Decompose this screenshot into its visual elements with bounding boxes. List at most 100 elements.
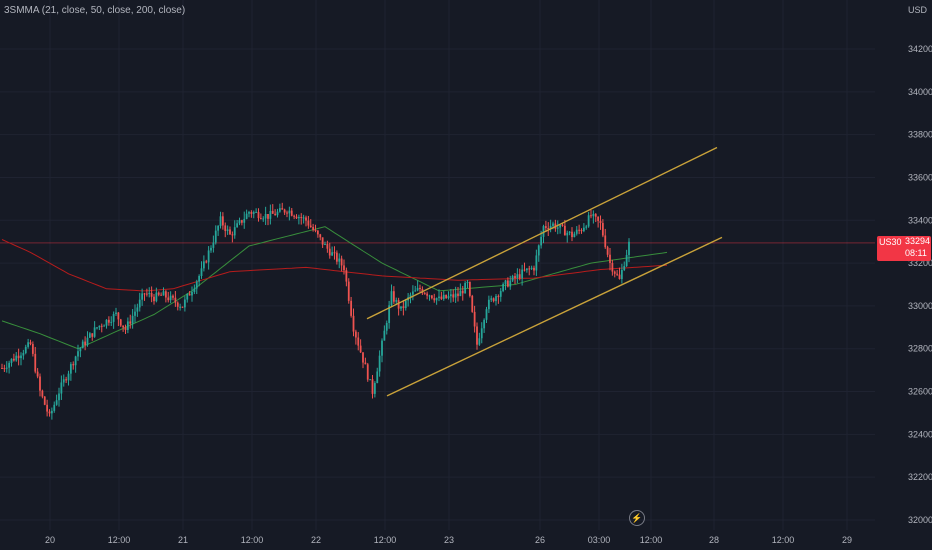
candle-body [110,321,113,323]
candle-body [440,296,443,299]
candle-body [262,218,265,220]
lightning-icon[interactable]: ⚡ [629,510,645,526]
candle-body [307,220,310,226]
candle-body [160,294,163,296]
candle-body [492,298,495,302]
candle-body [340,258,343,266]
candle-body [620,270,623,279]
candle-body [5,367,8,369]
candle-body [580,230,583,232]
candle-body [255,211,258,213]
candle-body [126,321,129,330]
candle-body [65,379,68,381]
candle-body [134,311,136,316]
candle-body [169,295,172,301]
candle-body [499,291,502,297]
candle-body [269,210,272,219]
candle-body [345,270,348,282]
candle-body [117,312,120,320]
candle-body [371,379,374,394]
candle-body [138,299,141,308]
candle-body [575,229,578,234]
candle-body [497,296,500,298]
candle-body [267,213,269,219]
candle-body [15,355,18,361]
candle-body [39,376,41,391]
candle-body [10,358,13,363]
candle-body [381,340,383,356]
candle-body [430,295,433,299]
currency-label: USD [908,5,928,15]
channel-lower-line [386,236,723,397]
y-tick-label: 33400 [908,215,932,225]
candle-body [278,208,281,212]
candle-body [409,294,412,298]
candle-body [157,292,160,295]
y-tick-label: 34200 [908,44,932,54]
candle-body [352,315,355,332]
candle-body [141,293,144,300]
y-tick-label: 32600 [908,387,932,397]
candle-body [335,252,338,262]
candle-body [179,306,182,308]
candle-body [376,371,379,384]
candle-body [473,311,476,327]
x-tick-label: 21 [178,535,188,545]
candle-body [563,225,566,236]
candle-body [250,212,253,214]
candle-body [300,217,303,219]
candle-body [599,220,602,224]
candle-body [153,296,155,302]
candle-body [478,338,481,345]
candle-body [295,216,298,219]
candle-body [504,280,507,284]
candle-body [324,244,326,246]
candle-body [438,296,440,299]
candle-body [274,213,277,216]
candle-body [338,258,341,262]
x-tick-label: 12:00 [640,535,663,545]
candle-body [309,225,312,228]
candle-body [533,267,535,271]
candle-body [36,371,39,377]
candle-body [107,319,110,323]
candle-body [328,248,331,256]
candle-body [162,291,165,296]
x-tick-label: 23 [444,535,454,545]
candle-body [364,362,367,365]
candle-body [357,337,360,346]
candle-body [369,379,372,381]
candle-body [172,295,174,298]
y-tick-label: 32000 [908,515,932,525]
candle-body [53,404,56,411]
candle-body [483,319,486,329]
candle-body [468,282,471,296]
candle-body [514,276,516,278]
candle-body [143,293,146,295]
candle-body [96,327,98,329]
candle-body [397,300,400,309]
y-tick-label: 33000 [908,301,932,311]
candle-body [136,307,139,312]
candle-body [366,364,369,380]
x-tick-label: 22 [311,535,321,545]
candle-body [288,210,291,214]
candle-body [22,352,25,356]
candle-body [93,327,96,337]
candle-body [601,223,604,236]
candle-body [17,355,20,359]
candle-body [354,331,357,338]
candle-body [43,396,46,405]
candle-body [212,242,215,248]
x-tick-label: 12:00 [772,535,795,545]
candle-body [181,306,184,308]
candle-body [226,229,229,231]
candle-body [540,236,543,246]
y-tick-label: 32800 [908,344,932,354]
candle-body [281,208,284,210]
candle-body [385,322,388,331]
candle-body [530,267,533,269]
candle-body [79,348,82,352]
candle-body [582,227,585,232]
